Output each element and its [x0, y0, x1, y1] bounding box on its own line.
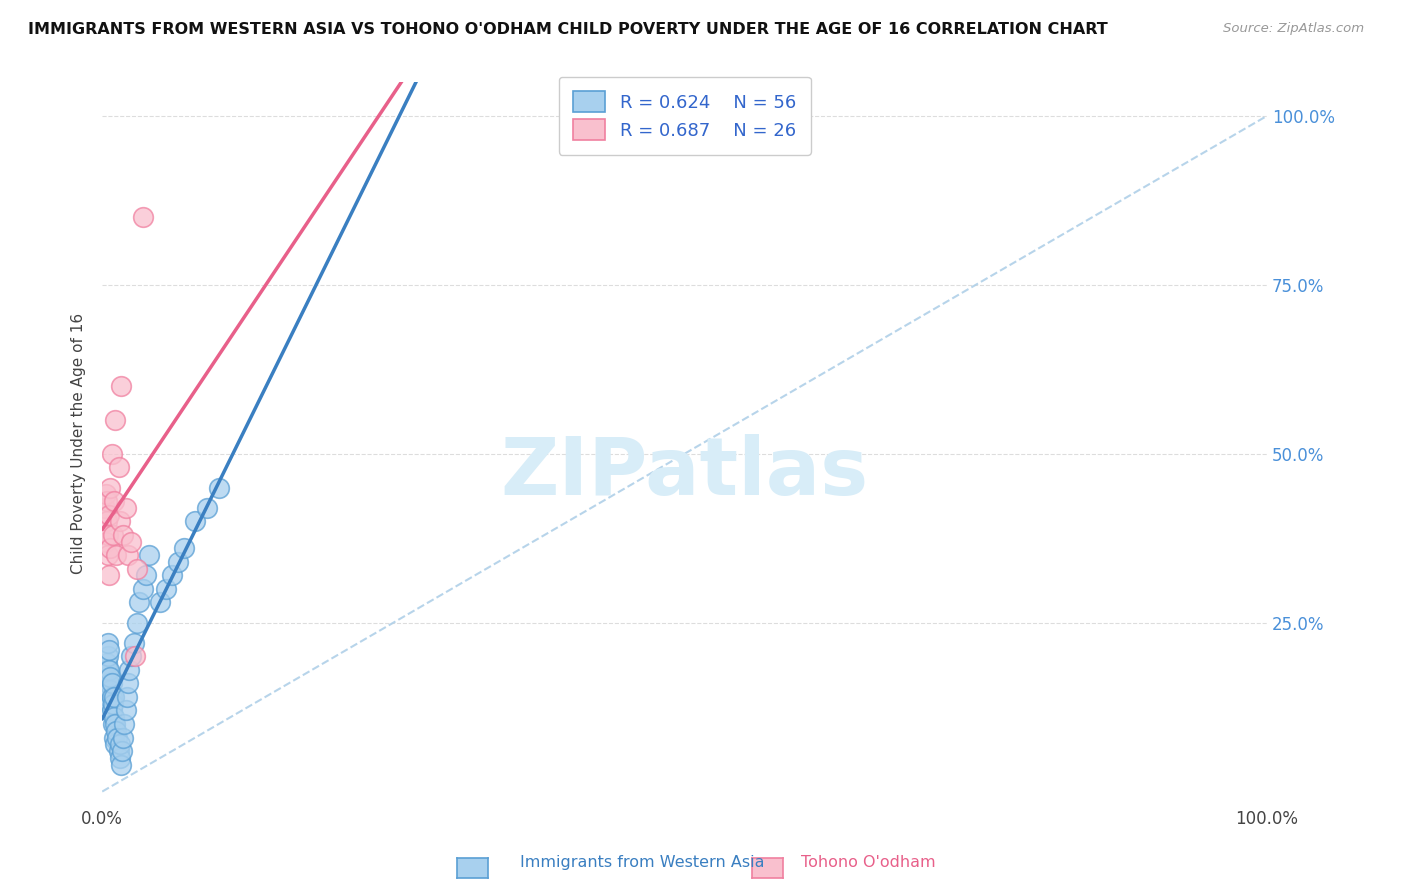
Point [97, 690, 120, 704]
Point [111, 744, 134, 758]
Point [97, 649, 120, 664]
Text: Source: ZipAtlas.com: Source: ZipAtlas.com [1223, 22, 1364, 36]
Point [117, 548, 139, 562]
Point [94, 663, 117, 677]
Y-axis label: Child Poverty Under the Age of 16: Child Poverty Under the Age of 16 [72, 313, 86, 574]
Point [160, 568, 183, 582]
Point [105, 723, 128, 738]
Point [112, 528, 135, 542]
Point [98, 663, 121, 677]
Point [118, 663, 141, 677]
Point [97, 528, 120, 542]
Point [108, 737, 131, 751]
Point [107, 460, 129, 475]
Point [112, 731, 135, 745]
Point [101, 717, 124, 731]
Point [110, 379, 132, 393]
Point [93, 500, 115, 515]
Point [155, 582, 177, 596]
Point [127, 561, 149, 575]
Point [138, 548, 160, 562]
Point [127, 615, 149, 630]
Point [100, 704, 122, 718]
Point [120, 649, 142, 664]
Point [96, 514, 118, 528]
Text: Tohono O'odham: Tohono O'odham [801, 855, 936, 870]
Point [100, 447, 122, 461]
Point [132, 211, 155, 225]
Point [114, 500, 136, 515]
Point [104, 717, 127, 731]
Point [100, 690, 122, 704]
Point [98, 642, 121, 657]
Point [195, 500, 218, 515]
Point [128, 595, 150, 609]
Point [96, 683, 118, 698]
Point [124, 649, 146, 664]
Point [122, 636, 145, 650]
Point [104, 413, 127, 427]
Point [108, 514, 131, 528]
Point [98, 697, 121, 711]
Legend: R = 0.624    N = 56, R = 0.687    N = 26: R = 0.624 N = 56, R = 0.687 N = 26 [558, 77, 811, 154]
Point [94, 676, 117, 690]
Point [114, 704, 136, 718]
Point [103, 690, 125, 704]
Point [101, 528, 124, 542]
Point [105, 548, 128, 562]
Text: Immigrants from Western Asia: Immigrants from Western Asia [520, 855, 765, 870]
Point [98, 568, 121, 582]
Point [110, 757, 132, 772]
Point [98, 508, 121, 522]
Text: IMMIGRANTS FROM WESTERN ASIA VS TOHONO O'ODHAM CHILD POVERTY UNDER THE AGE OF 16: IMMIGRANTS FROM WESTERN ASIA VS TOHONO O… [28, 22, 1108, 37]
Point [100, 676, 122, 690]
Point [98, 670, 121, 684]
Point [107, 744, 129, 758]
Point [98, 481, 121, 495]
Point [96, 494, 118, 508]
Point [108, 751, 131, 765]
Point [120, 534, 142, 549]
Point [93, 670, 115, 684]
Point [167, 555, 190, 569]
Point [101, 697, 124, 711]
Point [94, 487, 117, 501]
Point [97, 636, 120, 650]
Point [103, 494, 125, 508]
Point [149, 595, 172, 609]
Point [98, 683, 121, 698]
Point [132, 582, 155, 596]
Point [104, 737, 127, 751]
Point [97, 663, 120, 677]
Point [103, 731, 125, 745]
Point [97, 548, 120, 562]
Point [98, 690, 121, 704]
Point [105, 731, 128, 745]
Point [94, 534, 117, 549]
Text: ZIPatlas: ZIPatlas [501, 434, 869, 511]
Point [208, 481, 231, 495]
Point [97, 676, 120, 690]
Point [173, 541, 195, 556]
Point [117, 676, 139, 690]
Point [103, 710, 125, 724]
Point [184, 514, 207, 528]
Point [96, 656, 118, 670]
Point [135, 568, 157, 582]
Point [112, 717, 135, 731]
Point [98, 541, 121, 556]
Point [115, 690, 138, 704]
Point [96, 670, 118, 684]
Point [98, 676, 121, 690]
